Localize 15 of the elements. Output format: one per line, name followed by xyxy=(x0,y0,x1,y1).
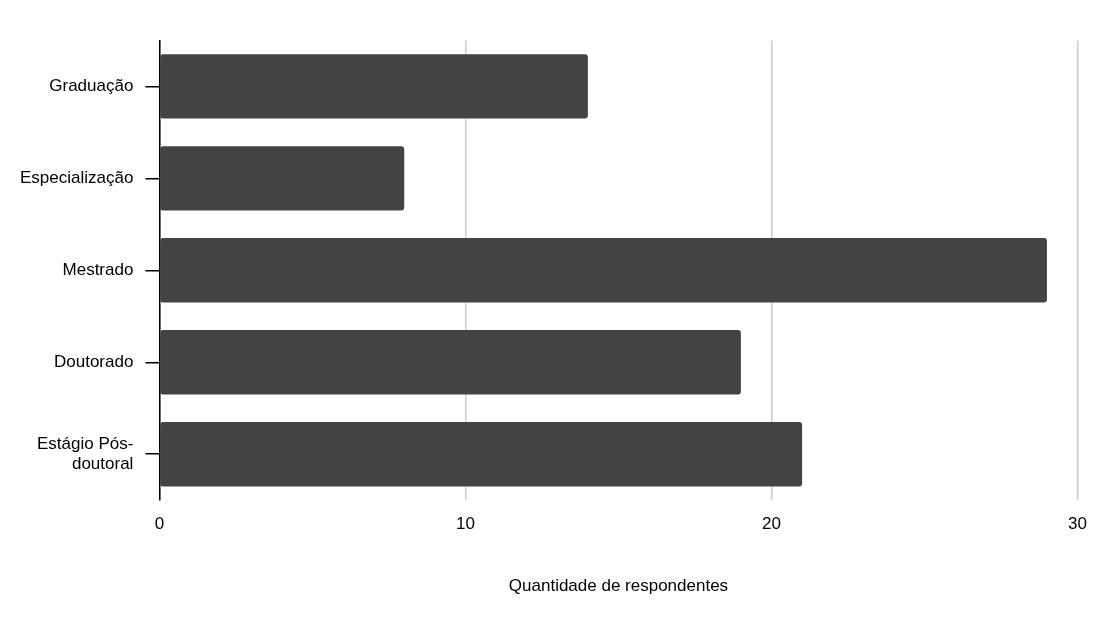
x-axis-title: Quantidade de respondentes xyxy=(508,576,729,596)
bar xyxy=(160,238,1047,303)
bar xyxy=(160,330,741,395)
x-tick-label: 30 xyxy=(1068,514,1088,534)
x-tick-label: 10 xyxy=(455,514,475,534)
x-tick-label: 0 xyxy=(154,514,165,534)
bar xyxy=(160,146,405,211)
y-tick-label: Graduação xyxy=(49,76,134,96)
bar xyxy=(160,422,803,487)
x-tick-label: 20 xyxy=(762,514,781,534)
y-tick-label: Especialização xyxy=(19,168,134,188)
bar xyxy=(160,54,588,119)
y-tick-label: Doutorado xyxy=(54,351,134,371)
y-tick-label: Mestrado xyxy=(62,259,134,279)
y-tick-label: Estágio Pós-doutoral xyxy=(37,433,134,474)
